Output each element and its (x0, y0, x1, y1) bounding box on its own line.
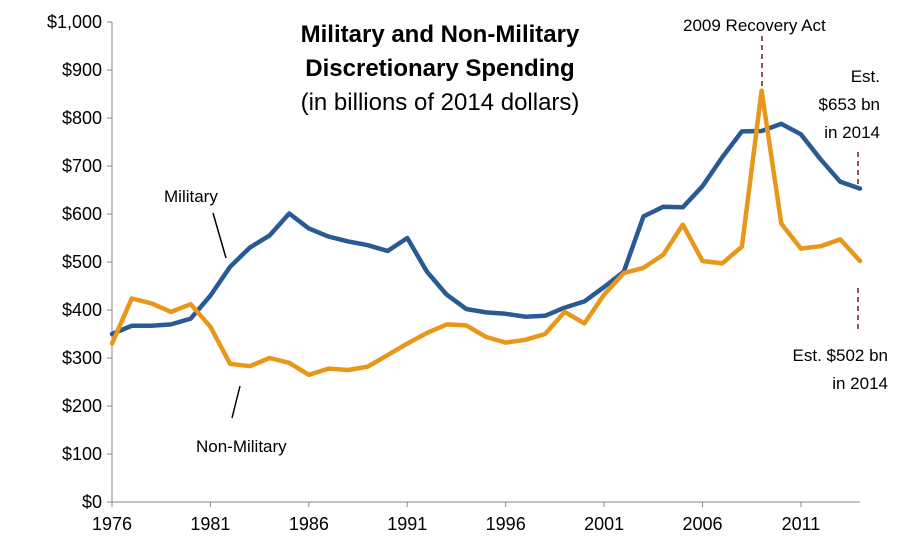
x-axis-ticks: 1976 1981 1986 1991 1996 2001 2006 2011 (92, 502, 820, 534)
military-estimate-line3: in 2014 (824, 123, 880, 142)
non-military-estimate-line2: in 2014 (832, 374, 888, 393)
y-tick-label: $700 (62, 156, 102, 176)
military-label-leader (212, 212, 227, 259)
y-tick-label: $200 (62, 396, 102, 416)
x-tick-label: 2006 (683, 514, 723, 534)
x-tick-label: 1981 (190, 514, 230, 534)
y-tick-label: $400 (62, 300, 102, 320)
military-series-line (109, 121, 863, 337)
series-lines (109, 88, 863, 378)
chart-subtitle: (in billions of 2014 dollars) (301, 89, 580, 116)
non-military-series-line (109, 88, 863, 378)
y-tick-label: $800 (62, 108, 102, 128)
x-tick-label: 2001 (584, 514, 624, 534)
x-tick-label: 1991 (387, 514, 427, 534)
x-tick-label: 1986 (289, 514, 329, 534)
y-tick-label: $1,000 (47, 12, 102, 32)
non-military-label-leader (231, 385, 241, 419)
military-estimate-line2: $653 bn (819, 95, 880, 114)
military-label: Military (164, 187, 218, 206)
x-tick-label: 1996 (486, 514, 526, 534)
y-tick-label: $100 (62, 444, 102, 464)
y-tick-label: $300 (62, 348, 102, 368)
y-tick-label: $900 (62, 60, 102, 80)
y-tick-label: $500 (62, 252, 102, 272)
y-tick-label: $600 (62, 204, 102, 224)
chart-title-line1: Military and Non-Military (301, 21, 580, 48)
y-tick-label: $0 (82, 492, 102, 512)
chart-title-line2: Discretionary Spending (305, 55, 574, 82)
non-military-estimate-line1: Est. $502 bn (793, 346, 888, 365)
non-military-label: Non-Military (196, 437, 287, 456)
recovery-act-label: 2009 Recovery Act (683, 16, 826, 35)
x-tick-label: 1976 (92, 514, 132, 534)
y-axis-ticks: $0 $100 $200 $300 $400 $500 $600 $700 $800 $900 $1… (47, 12, 112, 512)
military-estimate-line1: Est. (851, 67, 880, 86)
x-tick-label: 2011 (782, 514, 821, 534)
